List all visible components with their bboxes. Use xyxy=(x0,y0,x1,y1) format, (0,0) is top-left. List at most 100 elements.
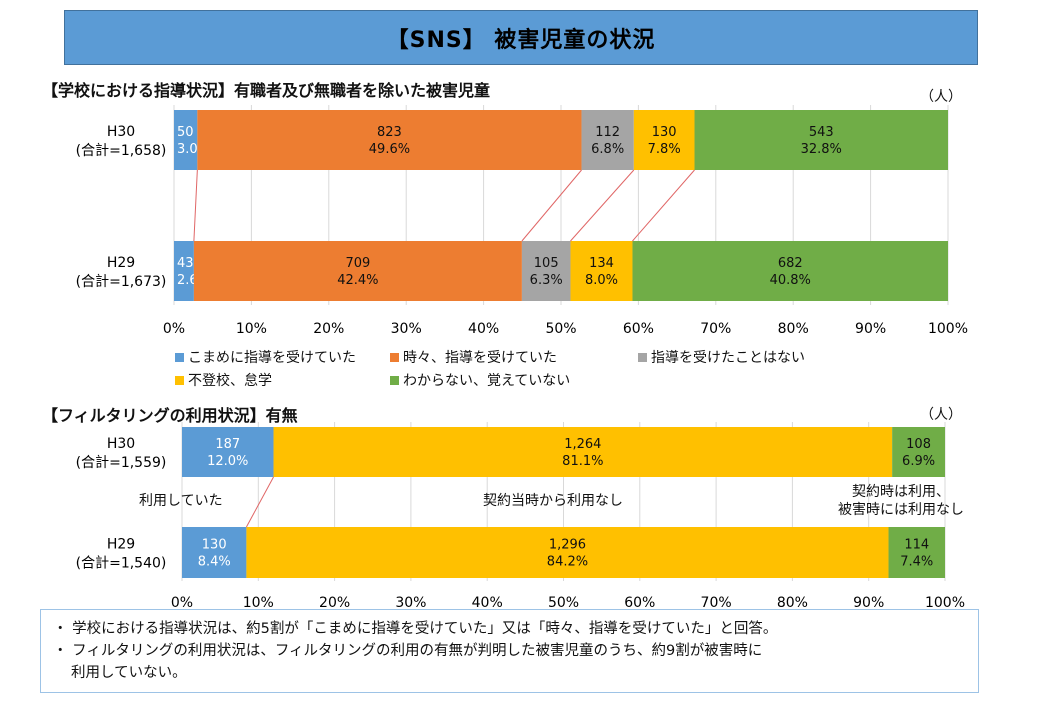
category-total-label: (合計=1,559) xyxy=(76,455,167,471)
pct-label: 8.0% xyxy=(585,273,618,288)
value-label: 134 xyxy=(589,256,614,271)
bar-segment xyxy=(888,527,945,578)
connector-line xyxy=(193,169,198,242)
value-label: 114 xyxy=(904,538,929,553)
bar-segment xyxy=(273,427,893,477)
legend-label: 時々、指導を受けていた xyxy=(403,350,557,366)
x-tick-label: 70% xyxy=(701,595,732,611)
legend-label: こまめに指導を受けていた xyxy=(188,350,356,366)
value-label: 105 xyxy=(534,256,559,271)
x-tick-label: 90% xyxy=(855,321,886,337)
legend-label: わからない、覚えていない xyxy=(403,373,571,389)
bar-segment xyxy=(570,241,633,301)
bar-segment xyxy=(892,427,945,477)
chart2-series-label-2: 契約時は利用、 被害時には利用なし xyxy=(838,484,964,518)
pct-label: 6.9% xyxy=(902,454,935,469)
legend-swatch xyxy=(638,352,647,362)
connector-line xyxy=(521,169,582,242)
x-tick-label: 20% xyxy=(313,321,344,337)
legend-label: 不登校、怠学 xyxy=(188,373,272,389)
page-banner: 【SNS】 被害児童の状況 xyxy=(64,10,978,65)
x-tick-label: 50% xyxy=(548,595,579,611)
value-label: 1,264 xyxy=(564,437,601,452)
legend1-item-0: こまめに指導を受けていた xyxy=(175,347,356,367)
category-label: H30 xyxy=(107,436,135,452)
category-label: H29 xyxy=(107,537,135,553)
category-total-label: (合計=1,673) xyxy=(76,274,167,290)
note-text: フィルタリングの利用状況は、フィルタリングの利用の有無が判明した被害児童のうち、… xyxy=(72,643,763,659)
x-tick-label: 10% xyxy=(243,595,274,611)
pct-label: 32.8% xyxy=(801,142,842,157)
pct-label: 84.2% xyxy=(547,555,588,570)
notes-box: ・ 学校における指導状況は、約5割が「こまめに指導を受けていた」又は「時々、指導… xyxy=(40,609,979,693)
legend1-item-1: 時々、指導を受けていた xyxy=(390,347,557,367)
x-tick-label: 60% xyxy=(624,595,655,611)
legend-swatch xyxy=(175,352,184,362)
bar-segment xyxy=(182,427,274,477)
legend-label: 指導を受けたことはない xyxy=(651,350,805,366)
x-tick-label: 100% xyxy=(928,321,968,337)
category-total-label: (合計=1,658) xyxy=(76,143,167,159)
category-total-label: (合計=1,540) xyxy=(76,556,167,572)
x-tick-label: 80% xyxy=(777,595,808,611)
value-label: 823 xyxy=(377,125,402,140)
note-bullet: ・ xyxy=(53,621,68,637)
legend1-item-3: 不登校、怠学 xyxy=(175,370,272,390)
legend1-item-4: わからない、覚えていない xyxy=(390,370,570,390)
chart2-series-label-1: 契約当時から利用なし xyxy=(483,493,623,509)
note-line-2-cont: 利用していない。 xyxy=(71,665,187,681)
value-label: 543 xyxy=(809,125,834,140)
value-label: 682 xyxy=(778,256,803,271)
note-line-2: ・ フィルタリングの利用状況は、フィルタリングの利用の有無が判明した被害児童のう… xyxy=(53,640,968,662)
pct-label: 6.8% xyxy=(591,142,624,157)
x-tick-label: 100% xyxy=(925,595,965,611)
chart1-unit: （人） xyxy=(920,89,962,105)
note-text: 学校における指導状況は、約5割が「こまめに指導を受けていた」又は「時々、指導を受… xyxy=(72,621,778,637)
legend-swatch xyxy=(390,352,399,362)
pct-label: 6.3% xyxy=(530,273,563,288)
value-label: 50 xyxy=(177,125,194,140)
x-tick-label: 50% xyxy=(545,321,576,337)
connector-line xyxy=(245,476,274,528)
bar-segment xyxy=(632,241,948,301)
pct-label: 42.4% xyxy=(337,273,378,288)
connector-line xyxy=(632,169,695,242)
pct-label: 81.1% xyxy=(562,454,603,469)
x-tick-label: 30% xyxy=(395,595,426,611)
x-tick-label: 20% xyxy=(319,595,350,611)
x-tick-label: 40% xyxy=(468,321,499,337)
value-label: 1,296 xyxy=(549,538,586,553)
bar-segment xyxy=(581,110,634,170)
legend1-item-2: 指導を受けたことはない xyxy=(638,347,805,367)
chart2-unit: （人） xyxy=(920,407,962,423)
category-label: H30 xyxy=(107,124,135,140)
legend-swatch xyxy=(175,375,184,385)
x-tick-label: 40% xyxy=(472,595,503,611)
pct-label: 7.4% xyxy=(900,555,933,570)
bar-segment xyxy=(521,241,571,301)
pct-label: 8.4% xyxy=(198,555,231,570)
connector-line xyxy=(570,169,635,242)
value-label: 187 xyxy=(215,437,240,452)
x-tick-label: 60% xyxy=(623,321,654,337)
bar-segment xyxy=(694,110,948,170)
bar-segment xyxy=(182,527,247,578)
x-tick-label: 80% xyxy=(778,321,809,337)
bar-segment xyxy=(174,110,198,170)
bar-segment xyxy=(197,110,582,170)
x-tick-label: 30% xyxy=(391,321,422,337)
note-line-1: ・ 学校における指導状況は、約5割が「こまめに指導を受けていた」又は「時々、指導… xyxy=(53,618,968,640)
x-tick-label: 0% xyxy=(171,595,193,611)
x-tick-label: 0% xyxy=(163,321,185,337)
x-tick-label: 70% xyxy=(700,321,731,337)
chart2-series-label-0: 利用していた xyxy=(139,493,223,509)
value-label: 108 xyxy=(906,437,931,452)
pct-label: 40.8% xyxy=(770,273,811,288)
chart2-title: 【フィルタリングの利用状況】有無 xyxy=(42,406,298,425)
value-label: 112 xyxy=(595,125,620,140)
pct-label: 49.6% xyxy=(369,142,410,157)
bar-segment xyxy=(246,527,889,578)
note-bullet: ・ xyxy=(53,643,68,659)
x-tick-label: 90% xyxy=(853,595,884,611)
